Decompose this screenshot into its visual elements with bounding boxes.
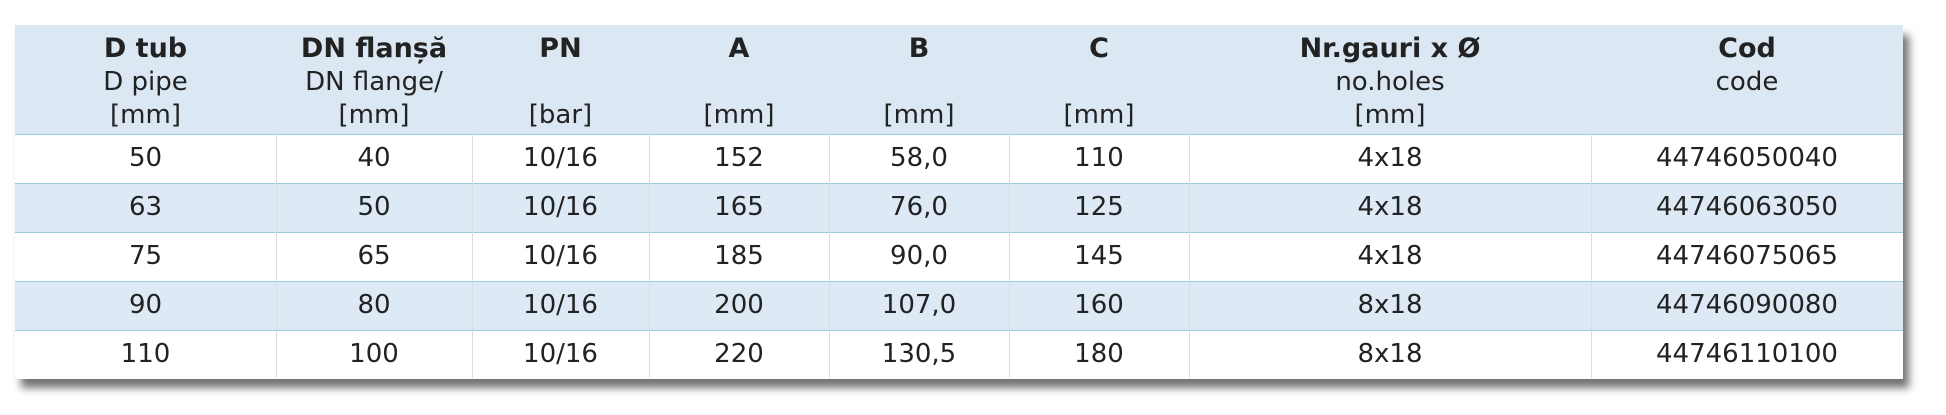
table-cell: 110 [120,339,171,369]
table-cell: 44746110100 [1656,339,1838,369]
table-cell: 10/16 [523,192,598,222]
table-cell: 10/16 [523,143,598,173]
table-cell: 110 [1074,143,1124,173]
table-cell: 152 [714,143,764,173]
row-band [15,330,1903,379]
header-title: B [908,33,930,64]
header-subtitle: code [1715,67,1779,97]
table-cell: 107,0 [881,290,957,320]
header-title: DN flanșă [300,33,448,64]
table-cell: 200 [714,290,764,320]
column-divider [1009,134,1010,378]
row-band [15,134,1903,183]
column-divider [472,134,473,378]
table-cell: 130,5 [881,339,957,369]
table-cell: 50 [128,143,163,173]
table-cell: 10/16 [523,290,598,320]
table-cell: 90 [128,290,163,320]
header-title: D tub [103,33,188,64]
header-subtitle: [bar] [528,100,593,130]
table-cell: 100 [349,339,399,369]
table-cell: 160 [1074,290,1124,320]
table-cell: 10/16 [523,339,598,369]
table-cell: 4x18 [1357,192,1423,222]
table-cell: 50 [357,192,391,222]
table-cell: 220 [714,339,764,369]
header-title: PN [539,33,582,64]
table-cell: 4x18 [1357,241,1423,271]
table-cell: 165 [714,192,764,222]
table-cell: 8x18 [1357,290,1423,320]
table-cell: 58,0 [890,143,948,173]
table-cell: 44746050040 [1656,143,1838,173]
header-title: C [1089,33,1109,64]
header-title: Cod [1718,33,1776,64]
header-subtitle: [mm] [1063,100,1135,130]
table-cell: 125 [1074,192,1124,222]
header-subtitle: [mm] [1354,100,1426,130]
header-title: Nr.gauri x Ø [1299,33,1481,64]
column-divider [829,134,830,378]
table-cell: 185 [714,241,764,271]
row-band [15,232,1903,281]
table-cell: 65 [357,241,391,271]
table-cell: 90,0 [890,241,948,271]
header-band [15,25,1903,134]
table-cell: 44746090080 [1656,290,1838,320]
header-subtitle: D pipe [103,67,188,97]
row-band [15,281,1903,330]
table-cell: 40 [357,143,391,173]
header-subtitle: [mm] [703,100,775,130]
header-title: A [728,33,750,64]
header-subtitle: [mm] [883,100,955,130]
table-cell: 76,0 [890,192,948,222]
header-subtitle: [mm] [110,100,181,130]
column-divider [276,134,277,378]
row-band [15,183,1903,232]
table-cell: 63 [128,192,163,222]
header-subtitle: no.holes [1335,67,1445,97]
column-divider [649,134,650,378]
header-subtitle: [mm] [338,100,410,130]
table-cell: 44746063050 [1656,192,1838,222]
table-cell: 8x18 [1357,339,1423,369]
table-cell: 145 [1074,241,1124,271]
data-table: D tub D pipe [mm] DN flanșă DN flange/[mm] PN… [15,25,1903,379]
table-cell: 10/16 [523,241,598,271]
header-subtitle: DN flange/ [305,67,443,97]
table-cell: 180 [1074,339,1124,369]
column-divider [1189,134,1190,378]
column-divider [1591,134,1592,378]
table-cell: 80 [357,290,391,320]
table-cell: 44746075065 [1656,241,1838,271]
table-cell: 4x18 [1357,143,1423,173]
table-cell: 75 [128,241,163,271]
